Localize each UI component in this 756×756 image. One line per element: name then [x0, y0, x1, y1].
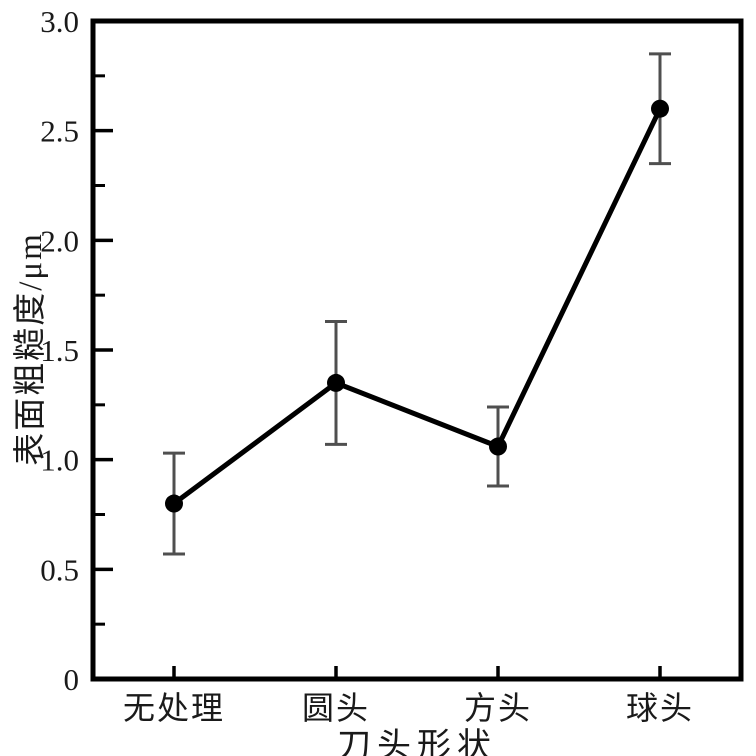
x-tick-label: 圆头 — [302, 690, 370, 726]
error-bars — [163, 52, 671, 556]
x-axis-title: 刀头形状 — [337, 728, 497, 756]
x-tick-label: 方头 — [464, 690, 532, 726]
y-tick-label: 0.5 — [40, 552, 79, 587]
data-point-marker — [489, 437, 507, 456]
data-point-marker — [327, 373, 345, 392]
x-tick-label: 球头 — [626, 690, 694, 726]
data-line — [171, 106, 663, 507]
y-tick-label: 0 — [64, 662, 80, 697]
axes-frame — [90, 18, 744, 682]
x-tick-label: 无处理 — [123, 690, 225, 726]
y-tick-label: 3.0 — [40, 4, 79, 39]
y-axis-title: 表面粗糙度/μm — [13, 232, 49, 466]
y-tick-label: 2.0 — [40, 223, 79, 258]
y-tick-label: 1.5 — [40, 333, 79, 368]
y-tick-label: 2.5 — [40, 114, 79, 149]
data-point-marker — [165, 494, 183, 513]
y-tick-label: 1.0 — [40, 443, 79, 478]
data-point-marker — [651, 99, 669, 118]
